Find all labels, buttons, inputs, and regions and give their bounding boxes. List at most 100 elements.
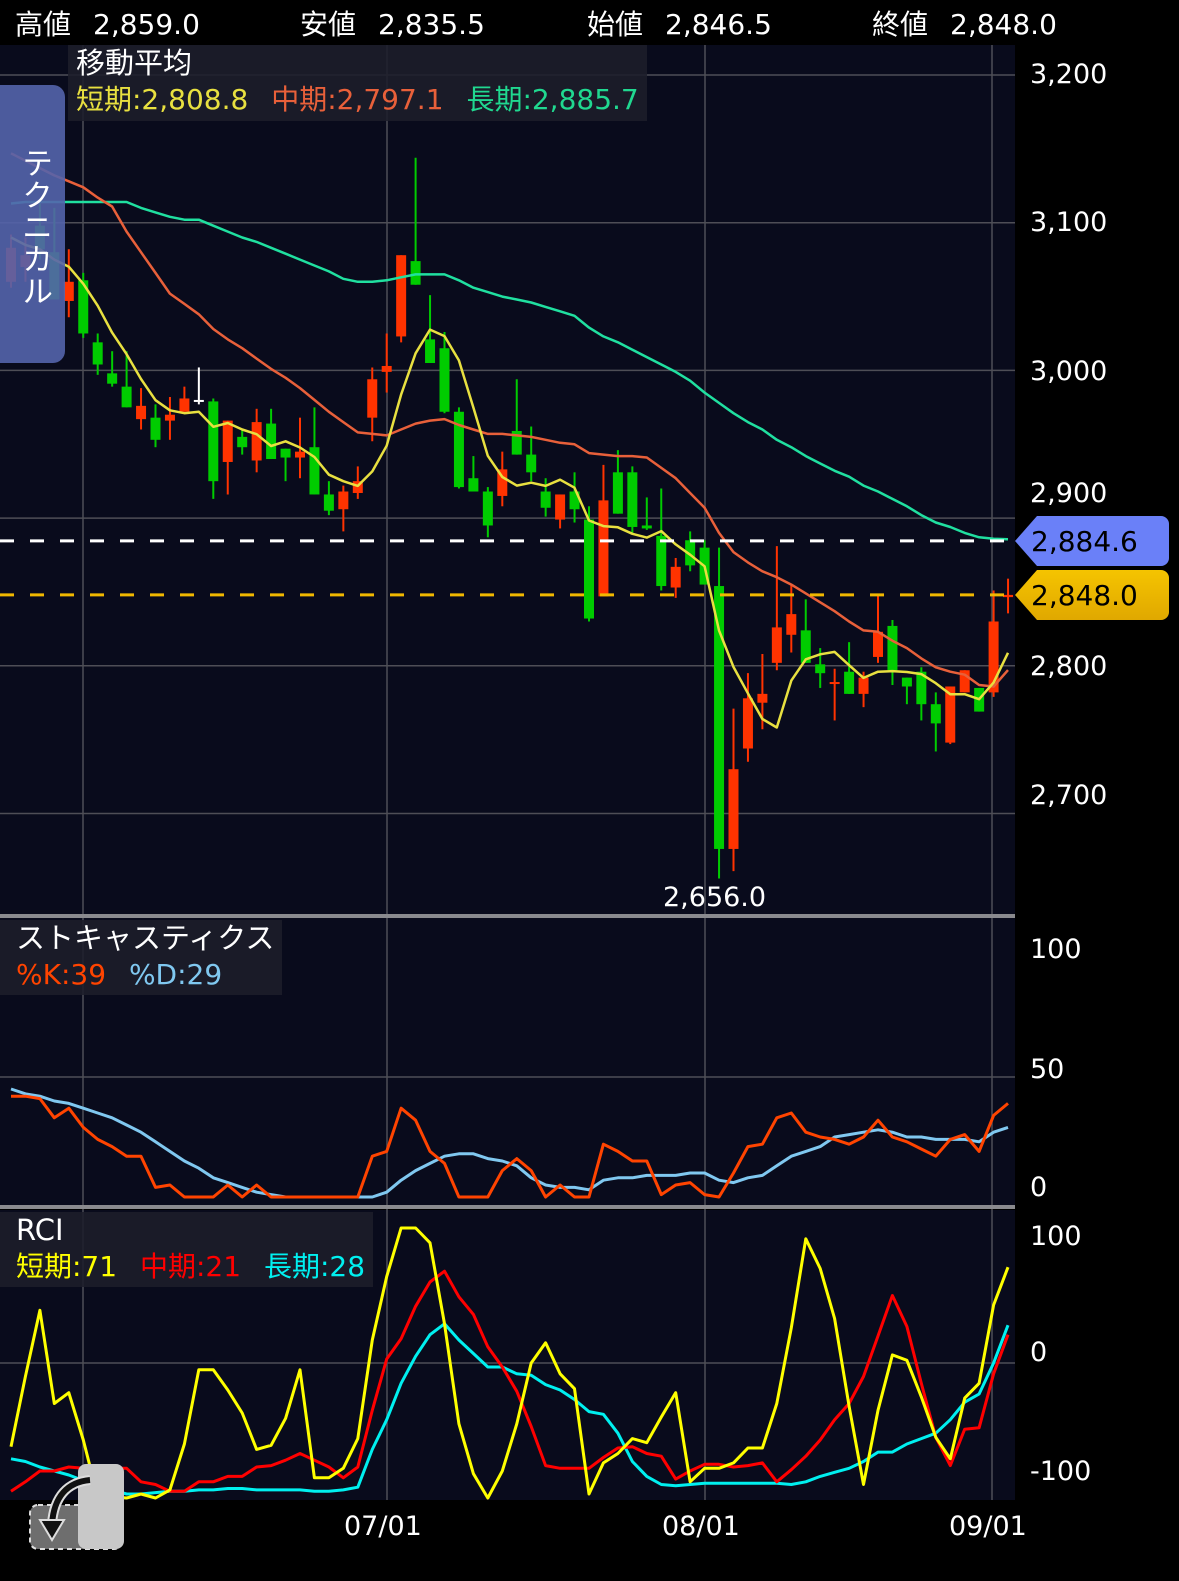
technical-tab[interactable]: テクニカル [0, 85, 65, 363]
candle [92, 333, 103, 375]
candle-body [396, 255, 407, 337]
rotate-screen-button[interactable] [28, 1462, 128, 1552]
candle [208, 398, 219, 499]
technical-tab-label: テクニカル [16, 147, 52, 307]
candle [800, 599, 811, 663]
candle-body [569, 491, 580, 510]
candle-body [497, 469, 508, 496]
candle-body [309, 447, 320, 495]
panel-separator[interactable] [0, 914, 1015, 918]
candle-body [641, 525, 652, 529]
high-label: 高値 [15, 8, 72, 41]
candle [829, 668, 840, 721]
candle-body [92, 342, 103, 365]
stochastics-lines [10, 1087, 1009, 1199]
candle-body [164, 414, 175, 421]
candle-body [887, 625, 898, 671]
candle [237, 429, 248, 455]
candle-body [656, 535, 667, 587]
ma-long-value: 長期:2,885.7 [466, 83, 639, 116]
open-label: 始値 [587, 8, 644, 41]
candle [266, 408, 277, 460]
candlesticks [6, 157, 1014, 879]
candle-body [901, 677, 912, 687]
candle [164, 396, 175, 440]
rci-long-value: 長期:28 [263, 1250, 366, 1283]
open-value: 2,846.5 [665, 8, 772, 41]
candle [121, 351, 132, 408]
candle-body [771, 627, 782, 663]
candle [627, 466, 638, 533]
candle-body [338, 491, 349, 510]
candle [482, 487, 493, 538]
candle-body [714, 586, 725, 849]
candle-body [670, 566, 681, 588]
candle-body [107, 373, 118, 384]
candle [569, 472, 580, 523]
candle-body [136, 405, 147, 420]
candle [468, 456, 479, 492]
candle [641, 497, 652, 530]
candle [511, 379, 522, 455]
rci-legend-title: RCI [16, 1213, 64, 1247]
candle-body [540, 491, 551, 508]
candle-body [511, 430, 522, 455]
candle [63, 249, 74, 318]
ma-mid-line [10, 152, 1009, 688]
candle [728, 708, 739, 872]
ma-short-value: 短期:2,808.8 [76, 83, 249, 116]
candle-body [439, 348, 450, 412]
price-tick: 2,900 [1030, 478, 1108, 509]
ma-legend-title: 移動平均 [76, 46, 193, 80]
ma-long-line [10, 200, 1009, 541]
candle [887, 620, 898, 686]
candle-body [612, 472, 623, 514]
candle-body [873, 631, 883, 657]
candle [598, 464, 609, 597]
candle [988, 590, 999, 697]
panel-separator[interactable] [0, 1205, 1015, 1209]
candle-body [829, 682, 840, 685]
stoch-d-value: %D:29 [128, 958, 223, 991]
candle-body [193, 399, 204, 402]
price-tick: 3,000 [1030, 356, 1108, 387]
candle [381, 333, 392, 393]
candle [439, 331, 450, 414]
candle-body [295, 451, 305, 458]
candle [497, 451, 508, 507]
candle-body [815, 664, 826, 674]
candle-body [63, 281, 74, 301]
candle-body [627, 472, 638, 527]
reference-lines [0, 539, 1015, 597]
candle-body [410, 261, 421, 285]
stochastics-legend: ストキャスティクス %K:39 %D:29 [0, 920, 283, 995]
candle-body [858, 677, 869, 694]
rci-tick: 0 [1030, 1337, 1048, 1368]
candle-body [251, 422, 262, 461]
last-price-tag-value: 2,848.0 [1031, 578, 1138, 612]
candle-body [150, 417, 161, 440]
candle-body [844, 671, 855, 694]
candle [670, 557, 681, 598]
stoch-k-line [11, 1094, 1009, 1199]
candle-body [526, 454, 537, 473]
price-tick: 3,200 [1030, 59, 1108, 90]
date-tick: 07/01 [344, 1511, 422, 1542]
close-value: 2,848.0 [950, 8, 1057, 41]
candle [873, 594, 883, 663]
gridlines [0, 45, 1015, 1500]
rci-tick: 100 [1030, 1221, 1082, 1252]
candle [526, 426, 537, 482]
candle [901, 677, 912, 705]
candle-body [959, 670, 970, 693]
candle-body [786, 614, 797, 635]
moving-average-lines [10, 152, 1010, 729]
candle-body [685, 540, 696, 566]
candle [222, 420, 233, 495]
last-price-tag: 2,848.0 [1015, 570, 1169, 620]
candle-body [482, 491, 493, 526]
date-tick: 08/01 [662, 1511, 740, 1542]
rci-short-line [9, 1226, 1010, 1500]
candle-body [757, 693, 768, 703]
